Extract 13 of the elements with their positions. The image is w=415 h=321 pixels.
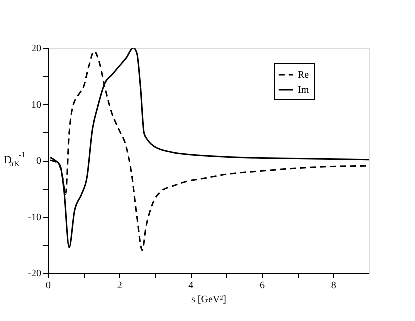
y-tick-label: 10	[32, 100, 42, 111]
y-tick-label: -10	[28, 212, 42, 224]
x-tick-label: 6	[260, 280, 265, 292]
x-tick-label: 0	[46, 280, 51, 292]
legend-label: Re	[298, 70, 310, 81]
x-tick-label: 2	[117, 280, 122, 292]
x-axis-title: s [GeV²]	[192, 294, 226, 306]
y-tick-label: 20	[32, 44, 42, 54]
y-tick-label: -20	[28, 268, 42, 280]
y-tick-label: 0	[36, 156, 42, 167]
x-tick-label: 4	[188, 280, 194, 292]
x-tick-label: 8	[331, 280, 336, 292]
legend-label: Im	[298, 85, 310, 96]
